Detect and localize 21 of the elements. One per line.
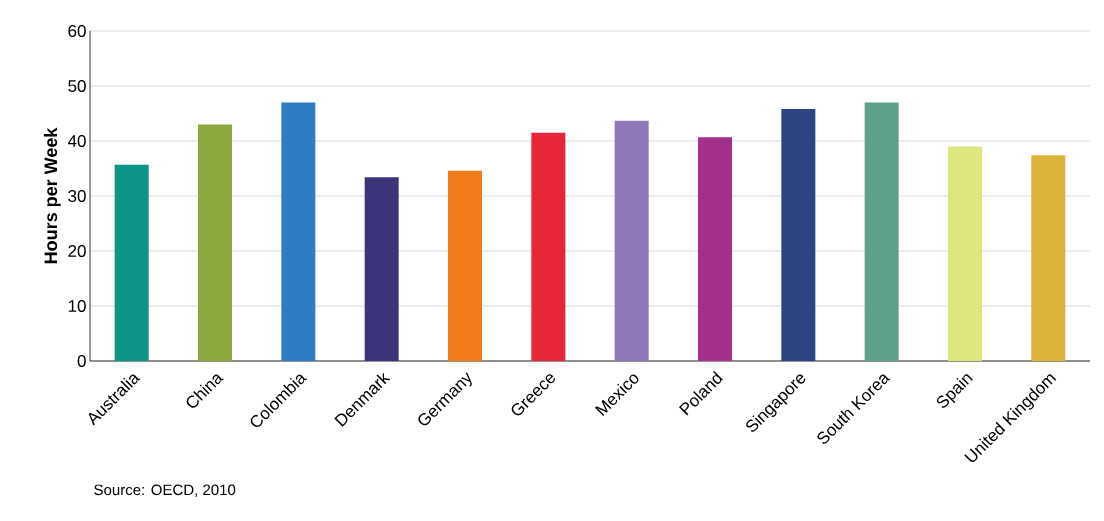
y-tick-label: 20 <box>68 244 86 258</box>
y-tick-label: 0 <box>77 354 86 368</box>
bar <box>198 124 233 361</box>
y-tick-label: 60 <box>68 24 86 38</box>
y-tick-label: 50 <box>68 79 86 93</box>
bar <box>1031 155 1066 361</box>
bar <box>531 132 566 361</box>
bar <box>614 120 649 361</box>
bar <box>364 177 399 361</box>
bar <box>864 102 899 361</box>
source-note: Source: OECD, 2010 <box>94 484 236 497</box>
bar <box>698 137 732 361</box>
bar <box>114 164 149 361</box>
y-tick-label: 40 <box>67 134 86 148</box>
bar <box>781 109 816 361</box>
bar <box>448 170 482 361</box>
y-tick-label: 30 <box>68 189 86 203</box>
bar <box>281 102 316 361</box>
bar <box>948 146 982 361</box>
y-tick-label: 10 <box>68 299 86 313</box>
y-axis-title: Hours per Week <box>43 127 61 264</box>
